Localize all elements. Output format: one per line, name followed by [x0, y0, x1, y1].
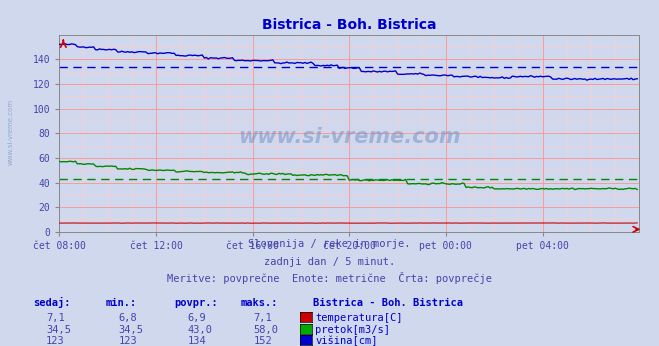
Text: 58,0: 58,0 — [254, 325, 279, 335]
Text: 7,1: 7,1 — [46, 313, 65, 323]
Text: 6,8: 6,8 — [119, 313, 137, 323]
Text: min.:: min.: — [105, 298, 136, 308]
Text: 152: 152 — [254, 336, 272, 346]
Text: zadnji dan / 5 minut.: zadnji dan / 5 minut. — [264, 257, 395, 267]
Text: sedaj:: sedaj: — [33, 297, 71, 308]
Text: 7,1: 7,1 — [254, 313, 272, 323]
Text: 34,5: 34,5 — [46, 325, 71, 335]
Text: povpr.:: povpr.: — [175, 298, 218, 308]
Text: višina[cm]: višina[cm] — [315, 336, 378, 346]
Text: maks.:: maks.: — [241, 298, 278, 308]
Text: 123: 123 — [119, 336, 137, 346]
Text: 34,5: 34,5 — [119, 325, 144, 335]
Text: pretok[m3/s]: pretok[m3/s] — [315, 325, 390, 335]
Text: Meritve: povprečne  Enote: metrične  Črta: povprečje: Meritve: povprečne Enote: metrične Črta:… — [167, 272, 492, 284]
Text: temperatura[C]: temperatura[C] — [315, 313, 403, 323]
Title: Bistrica - Boh. Bistrica: Bistrica - Boh. Bistrica — [262, 18, 436, 32]
Text: www.si-vreme.com: www.si-vreme.com — [8, 98, 14, 165]
Text: www.si-vreme.com: www.si-vreme.com — [238, 127, 461, 147]
Text: 43,0: 43,0 — [188, 325, 213, 335]
Text: 123: 123 — [46, 336, 65, 346]
Text: 6,9: 6,9 — [188, 313, 206, 323]
Text: Bistrica - Boh. Bistrica: Bistrica - Boh. Bistrica — [313, 298, 463, 308]
Text: Slovenija / reke in morje.: Slovenija / reke in morje. — [248, 239, 411, 249]
Text: 134: 134 — [188, 336, 206, 346]
